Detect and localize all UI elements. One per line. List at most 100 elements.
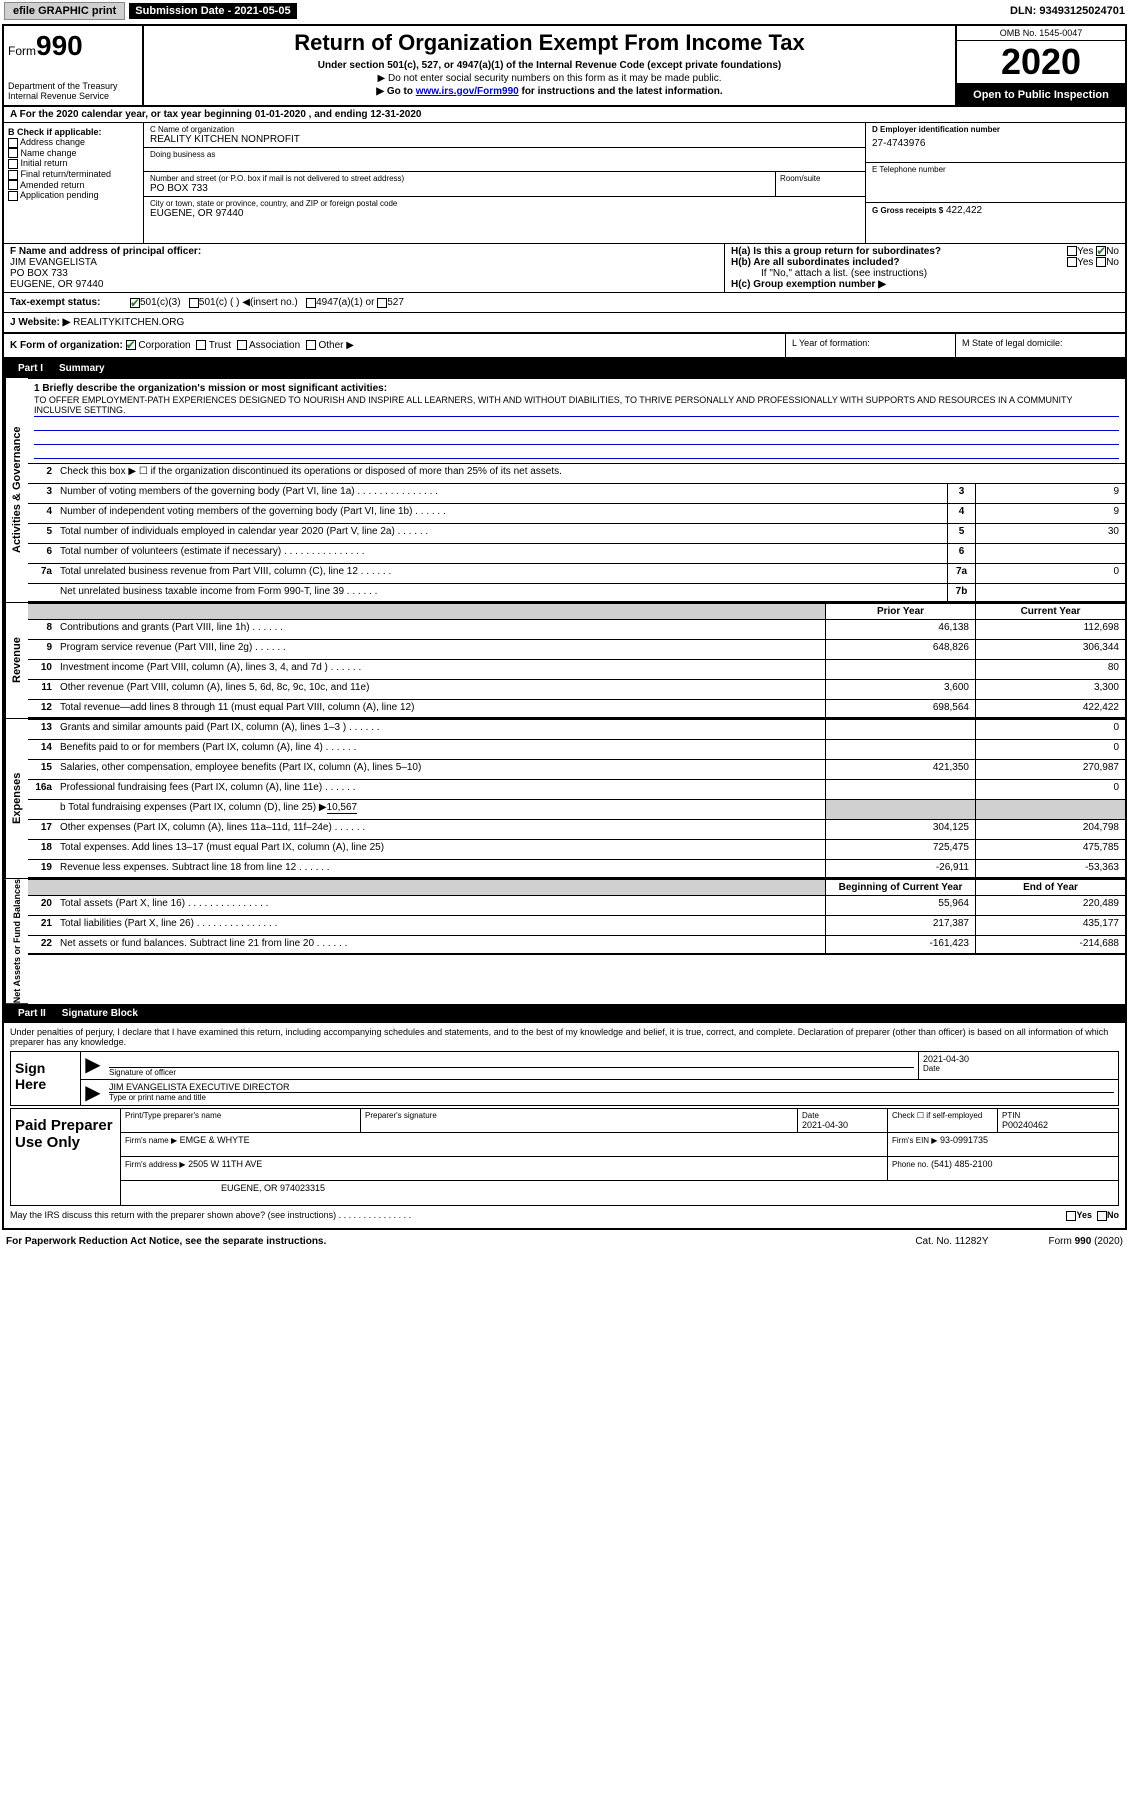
form-ref: Form 990 (2020) [1049,1236,1123,1247]
phone-label: Phone no. [892,1160,928,1169]
line-5: 5 Total number of individuals employed i… [28,523,1125,543]
e-label: E Telephone number [872,165,1119,174]
checkbox-checked-icon[interactable] [126,340,136,350]
line-num: 20 [28,896,56,915]
h-note: If "No," attach a list. (see instruction… [731,268,1119,279]
part2-header: Part II Signature Block [4,1004,1125,1023]
city-box: City or town, state or province, country… [144,197,865,221]
dln: DLN: 93493125024701 [1010,5,1125,17]
line-9: 9 Program service revenue (Part VIII, li… [28,639,1125,659]
part1-num: Part I [10,361,51,376]
checkbox-icon[interactable] [1067,257,1077,267]
l11-desc: Other revenue (Part VIII, column (A), li… [56,680,825,699]
checkbox-icon[interactable] [1067,246,1077,256]
l10-prior [825,660,975,679]
checkbox-icon[interactable] [306,340,316,350]
efile-print-button[interactable]: efile GRAPHIC print [4,2,125,20]
officer-name-cell: JIM EVANGELISTA EXECUTIVE DIRECTOR Type … [105,1080,1118,1105]
side-label-na: Net Assets or Fund Balances [4,879,28,1004]
l6-desc: Total number of volunteers (estimate if … [56,544,947,563]
phone-cell: Phone no. (541) 485-2100 [888,1157,1118,1180]
b-opt-pending: Application pending [8,190,139,201]
shaded-cell [825,800,975,819]
k-row: K Form of organization: Corporation Trus… [4,334,1125,359]
checkbox-icon[interactable] [1066,1211,1076,1221]
checkbox-icon[interactable] [8,191,18,201]
b-opt-amended: Amended return [8,180,139,191]
checkbox-icon[interactable] [306,298,316,308]
checkbox-icon[interactable] [8,180,18,190]
officer-addr1: PO BOX 733 [10,268,718,279]
b-opt-label: Amended return [20,180,85,190]
i-tax-status-row: Tax-exempt status: 501(c)(3) 501(c) ( ) … [4,293,1125,313]
g-box: G Gross receipts $ 422,422 [866,203,1125,243]
checkbox-checked-icon[interactable] [130,298,140,308]
sign-here-label: Sign Here [11,1052,81,1105]
l21-curr: 435,177 [975,916,1125,935]
checkbox-icon[interactable] [237,340,247,350]
line-box: 7b [947,584,975,601]
l22-desc: Net assets or fund balances. Subtract li… [56,936,825,953]
l13-curr: 0 [975,720,1125,739]
exp-body: 13 Grants and similar amounts paid (Part… [28,719,1125,879]
expenses-section: Expenses 13 Grants and similar amounts p… [4,719,1125,879]
l13-prior [825,720,975,739]
checkbox-icon[interactable] [1096,257,1106,267]
l3-desc: Number of voting members of the governin… [56,484,947,503]
year-header-row-2: Beginning of Current Year End of Year [28,879,1125,895]
ag-body: 1 Briefly describe the organization's mi… [28,378,1125,603]
begin-year-header: Beginning of Current Year [825,880,975,895]
arrow-icon: ▶ [81,1080,105,1105]
header-center: Return of Organization Exempt From Incom… [144,26,955,105]
l11-curr: 3,300 [975,680,1125,699]
l16b-pre: b Total fundraising expenses (Part IX, c… [60,802,327,813]
l21-prior: 217,387 [825,916,975,935]
line-6: 6 Total number of volunteers (estimate i… [28,543,1125,563]
firm-addr-cell: Firm's address ▶ 2505 W 11TH AVE [121,1157,888,1180]
section-bcdefg: B Check if applicable: Address change Na… [4,123,1125,244]
no-label: No [1106,257,1119,268]
opt-527: 527 [387,297,404,308]
checkbox-icon[interactable] [8,170,18,180]
prep-row-2: Firm's name ▶ EMGE & WHYTE Firm's EIN ▶ … [121,1133,1118,1157]
b-opt-label: Application pending [20,190,99,200]
instr-pre: ▶ Go to [376,86,415,97]
b-opt-address: Address change [8,137,139,148]
hc-label: H(c) Group exemption number ▶ [731,279,1119,290]
l15-curr: 270,987 [975,760,1125,779]
checkbox-icon[interactable] [196,340,206,350]
form-container: Form990 Department of the Treasury Inter… [2,24,1127,1230]
checkbox-icon[interactable] [8,148,18,158]
form-990-ref: 990 [1075,1236,1092,1247]
line-num: 9 [28,640,56,659]
line-num: 4 [28,504,56,523]
ptin-val: P00240462 [1002,1120,1114,1130]
l16a-desc: Professional fundraising fees (Part IX, … [56,780,825,799]
side-label-ag: Activities & Governance [4,378,28,603]
sig-line [109,1054,914,1068]
line-num: 16a [28,780,56,799]
prep-row-4: EUGENE, OR 974023315 [121,1181,1118,1205]
l22-prior: -161,423 [825,936,975,953]
prep-row-3: Firm's address ▶ 2505 W 11TH AVE Phone n… [121,1157,1118,1181]
form-subtitle: Under section 501(c), 527, or 4947(a)(1)… [152,60,947,71]
line-box: 6 [947,544,975,563]
end-year-header: End of Year [975,880,1125,895]
checkbox-checked-icon[interactable] [1096,246,1106,256]
l-year-formation: L Year of formation: [785,334,955,357]
form-title: Return of Organization Exempt From Incom… [152,30,947,56]
irs-link[interactable]: www.irs.gov/Form990 [416,86,519,97]
column-ef: D Employer identification number 27-4743… [865,123,1125,243]
checkbox-icon[interactable] [8,138,18,148]
checkbox-icon[interactable] [8,159,18,169]
website-value: REALITYKITCHEN.ORG [73,317,184,328]
l14-desc: Benefits paid to or for members (Part IX… [56,740,825,759]
line-num: 18 [28,840,56,859]
opt-assoc: Association [249,340,300,351]
line-7b: Net unrelated business taxable income fr… [28,583,1125,603]
checkbox-icon[interactable] [189,298,199,308]
tax-year: 2020 [957,41,1125,85]
addr-box: Number and street (or P.O. box if mail i… [144,172,775,197]
checkbox-icon[interactable] [1097,1211,1107,1221]
checkbox-icon[interactable] [377,298,387,308]
